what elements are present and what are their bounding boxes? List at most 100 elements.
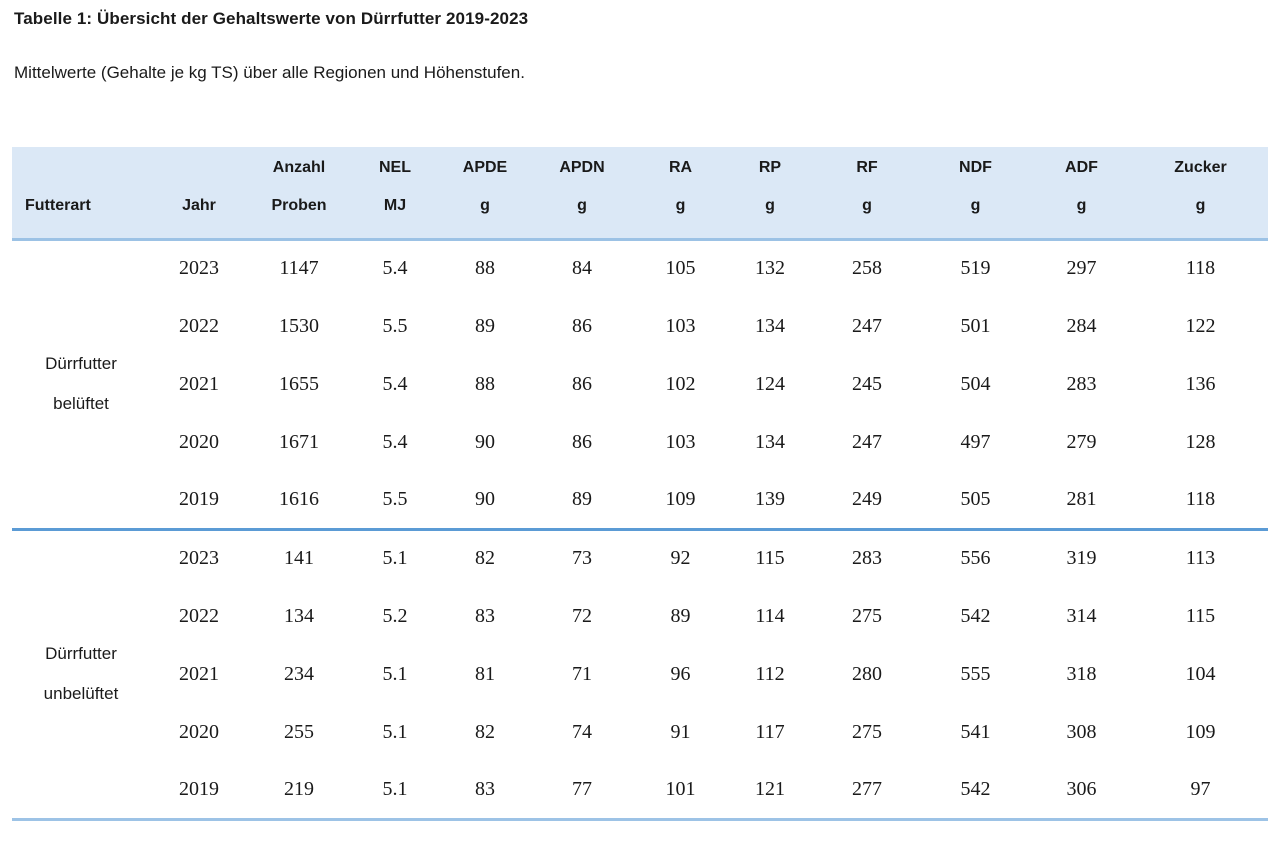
header-line-bottom: g [675,196,686,214]
column-header-anzahl-proben: Anzahl Proben [248,147,350,239]
header-line-top: RF [856,158,878,176]
cell-ra: 109 [665,487,696,510]
cell-anzahl-proben: 1671 [279,430,319,453]
cell-nel: 5.4 [382,430,408,453]
group-label-unbeluftet: Dürrfutter unbelüftet [12,529,150,819]
cell-nel: 5.1 [382,547,408,570]
cell-rf: 245 [852,372,882,395]
cell-apdn: 86 [572,314,592,337]
column-header-rp: RP g [727,147,813,239]
cell-ndf: 542 [960,777,991,800]
cell-nel: 5.5 [382,487,408,510]
gehaltswerte-table: Futterart Jahr Anzahl Proben NEL MJ APDE… [12,147,1268,821]
cell-ra: 103 [665,314,696,337]
table-row: 2020 255 5.1 82 74 91 117 275 541 308 10… [12,703,1268,761]
cell-ndf: 556 [960,547,991,570]
cell-anzahl-proben: 1530 [279,314,319,337]
cell-zucker: 113 [1185,547,1216,570]
cell-adf: 306 [1066,777,1097,800]
header-line-bottom: g [577,196,587,214]
cell-apde: 90 [475,430,495,453]
cell-apdn: 84 [572,257,592,280]
cell-rf: 280 [852,662,882,685]
cell-adf: 318 [1066,662,1097,685]
cell-zucker: 118 [1185,257,1216,280]
group-beluftet: Dürrfutter belüftet 2023 1147 5.4 88 84 … [12,239,1268,529]
cell-apde: 88 [475,257,495,280]
cell-jahr: 2020 [179,720,219,743]
cell-apde: 83 [475,777,495,800]
cell-jahr: 2020 [179,430,219,453]
cell-rp: 134 [755,430,785,453]
cell-zucker: 109 [1185,720,1216,743]
group-label-beluftet: Dürrfutter belüftet [12,239,150,529]
cell-anzahl-proben: 141 [284,547,314,570]
header-line-top: APDN [559,158,605,176]
table-subtitle: Mittelwerte (Gehalte je kg TS) über alle… [14,63,525,82]
header-line-top: NDF [959,158,992,176]
cell-rp: 112 [755,662,785,685]
table-row: 2021 234 5.1 81 71 96 112 280 555 318 10… [12,645,1268,703]
header-line-bottom: Futterart [25,196,91,214]
column-header-apdn: APDN g [530,147,634,239]
cell-anzahl-proben: 255 [284,720,314,743]
cell-ra: 103 [665,430,696,453]
column-header-ndf: NDF g [921,147,1030,239]
header-row: Futterart Jahr Anzahl Proben NEL MJ APDE… [12,147,1268,239]
cell-adf: 284 [1066,314,1097,337]
cell-nel: 5.4 [382,257,408,280]
group-label-line1: Dürrfutter [45,354,117,373]
cell-rp: 117 [755,720,785,743]
cell-apde: 89 [475,314,495,337]
header-line-top: RA [668,158,693,176]
table-row: 2022 1530 5.5 89 86 103 134 247 501 284 … [12,297,1268,355]
cell-zucker: 122 [1185,314,1216,337]
cell-apdn: 71 [572,662,592,685]
cell-anzahl-proben: 1655 [279,372,319,395]
cell-rp: 115 [755,547,785,570]
cell-anzahl-proben: 1616 [279,487,319,510]
cell-nel: 5.1 [382,662,408,685]
cell-rf: 275 [852,720,882,743]
cell-zucker: 115 [1185,604,1216,627]
header-line-bottom: g [480,196,490,214]
cell-zucker: 118 [1185,487,1216,510]
cell-ndf: 505 [960,487,991,510]
cell-ra: 96 [670,662,691,685]
cell-adf: 283 [1066,372,1097,395]
cell-adf: 279 [1066,430,1097,453]
column-header-zucker: Zucker g [1133,147,1268,239]
cell-apde: 90 [475,487,495,510]
column-header-adf: ADF g [1030,147,1133,239]
cell-ra: 92 [670,547,691,570]
cell-jahr: 2023 [179,257,219,280]
cell-nel: 5.1 [382,720,408,743]
cell-apdn: 86 [572,372,592,395]
column-header-ra: RA g [634,147,727,239]
header-line-top [150,149,248,187]
cell-apde: 82 [475,547,495,570]
column-header-apde: APDE g [440,147,530,239]
cell-apdn: 72 [572,604,592,627]
table-row: 2022 134 5.2 83 72 89 114 275 542 314 11… [12,587,1268,645]
cell-rp: 139 [755,487,785,510]
cell-jahr: 2022 [179,604,219,627]
cell-ndf: 519 [960,257,991,280]
cell-jahr: 2022 [179,314,219,337]
cell-jahr: 2023 [179,547,219,570]
table-row: 2019 1616 5.5 90 89 109 139 249 505 281 … [12,471,1268,529]
cell-nel: 5.2 [382,604,408,627]
cell-apdn: 77 [572,777,592,800]
cell-jahr: 2019 [179,777,219,800]
cell-ndf: 555 [960,662,991,685]
header-line-bottom: MJ [383,196,407,214]
header-line-bottom: g [970,196,981,214]
cell-nel: 5.4 [382,372,408,395]
header-line-bottom: Jahr [182,196,216,214]
cell-rf: 247 [852,314,882,337]
cell-rp: 134 [755,314,785,337]
header-line-top [25,149,150,187]
header-line-top: NEL [379,158,411,176]
cell-apdn: 89 [572,487,592,510]
cell-nel: 5.5 [382,314,408,337]
